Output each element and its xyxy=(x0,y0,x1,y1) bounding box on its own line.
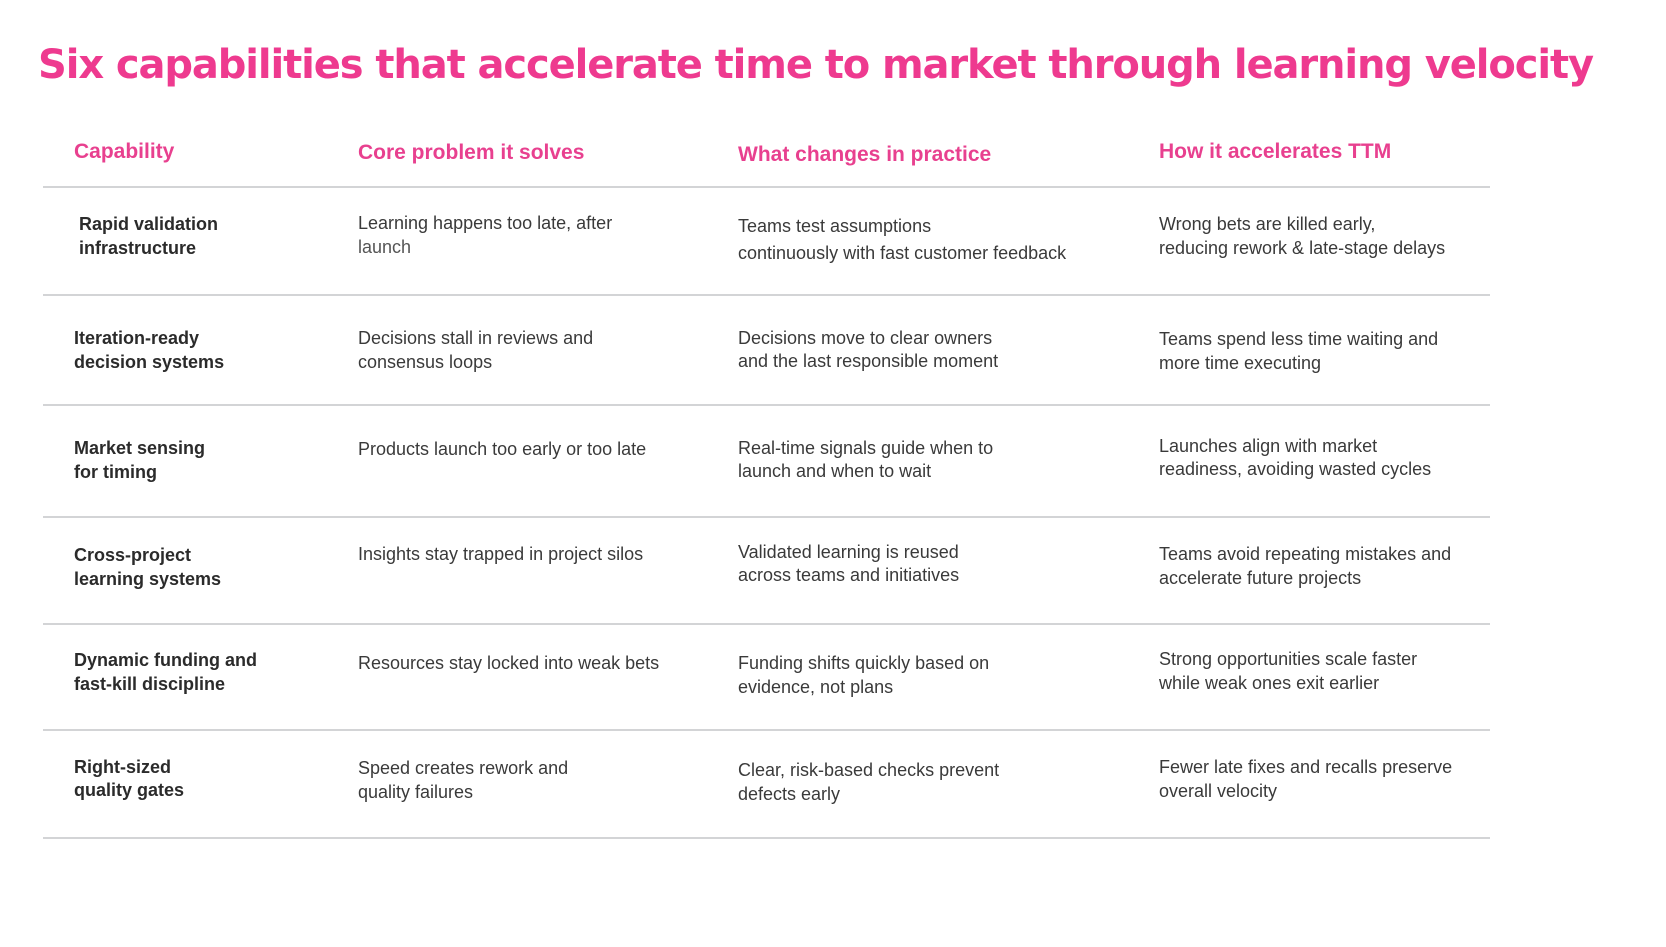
ttm-line-1: Teams spend less time waiting and xyxy=(1159,329,1439,349)
ttm-line-1: Strong opportunities scale faster xyxy=(1159,649,1418,669)
capability-line-2: fast-kill discipline xyxy=(74,674,226,694)
table-row-2-capability: Iteration-ready decision systems xyxy=(74,326,224,374)
practice-line-1: Decisions move to clear owners xyxy=(738,328,993,348)
header-divider xyxy=(43,186,1490,188)
table-row-2-ttm: Teams spend less time waiting and more t… xyxy=(1159,327,1438,375)
row-divider xyxy=(43,729,1490,731)
practice-line-2: and the last responsible moment xyxy=(738,351,999,371)
practice-line-1: Teams test assumptions xyxy=(738,216,932,236)
practice-line-2: defects early xyxy=(738,784,841,804)
practice-line-1: Real-time signals guide when to xyxy=(738,438,994,458)
capability-line-1: Dynamic funding and xyxy=(74,650,258,670)
capability-line-1: Cross-project xyxy=(74,545,192,565)
table-row-2-practice: Decisions move to clear owners and the l… xyxy=(738,327,998,373)
table-row-4-ttm: Teams avoid repeating mistakes and accel… xyxy=(1159,542,1451,590)
capability-line-2: decision systems xyxy=(74,352,225,372)
problem-line-1: Insights stay trapped in project silos xyxy=(358,544,644,564)
row-divider xyxy=(43,623,1490,625)
capability-line-1: Rapid validation xyxy=(79,214,219,234)
capability-line-2: infrastructure xyxy=(79,238,197,258)
page-title: Six capabilities that accelerate time to… xyxy=(38,42,1594,88)
table-row-4-capability: Cross-project learning systems xyxy=(74,543,221,591)
table-row-6-practice: Clear, risk-based checks prevent defects… xyxy=(738,758,999,806)
practice-line-2: evidence, not plans xyxy=(738,677,894,697)
practice-line-1: Funding shifts quickly based on xyxy=(738,653,990,673)
table-row-1-practice: Teams test assumptions continuously with… xyxy=(738,213,1066,267)
table-row-3-ttm: Launches align with market readiness, av… xyxy=(1159,435,1431,481)
column-header-core-problem: Core problem it solves xyxy=(358,141,585,164)
capability-line-2: quality gates xyxy=(74,780,185,800)
problem-line-2: quality failures xyxy=(358,782,474,802)
table-row-6-ttm: Fewer late fixes and recalls preserve ov… xyxy=(1159,755,1452,803)
row-divider xyxy=(43,516,1490,518)
table-row-5-capability: Dynamic funding and fast-kill discipline xyxy=(74,648,257,696)
capability-line-2: learning systems xyxy=(74,569,222,589)
column-header-what-changes: What changes in practice xyxy=(738,143,992,166)
ttm-line-1: Launches align with market xyxy=(1159,436,1378,456)
practice-line-2: continuously with fast customer feedback xyxy=(738,243,1067,263)
problem-line-1: Learning happens too late, after xyxy=(358,213,613,233)
ttm-line-1: Teams avoid repeating mistakes and xyxy=(1159,544,1452,564)
capability-line-1: Market sensing xyxy=(74,438,206,458)
ttm-line-2: overall velocity xyxy=(1159,781,1278,801)
problem-line-1: Decisions stall in reviews and xyxy=(358,328,594,348)
ttm-line-2: readiness, avoiding wasted cycles xyxy=(1159,459,1432,479)
table-row-1-capability: Rapid validation infrastructure xyxy=(79,212,218,260)
column-header-capability: Capability xyxy=(74,140,175,163)
table-bottom-divider xyxy=(43,837,1490,839)
table-row-6-capability: Right-sized quality gates xyxy=(74,756,184,802)
problem-line-1: Resources stay locked into weak bets xyxy=(358,653,660,673)
ttm-line-2: more time executing xyxy=(1159,353,1322,373)
practice-line-1: Validated learning is reused xyxy=(738,542,959,562)
table-row-3-capability: Market sensing for timing xyxy=(74,436,205,484)
capability-line-1: Iteration-ready xyxy=(74,328,200,348)
ttm-line-1: Fewer late fixes and recalls preserve xyxy=(1159,757,1453,777)
table-row-3-problem: Products launch too early or too late xyxy=(358,437,646,461)
table-row-5-ttm: Strong opportunities scale faster while … xyxy=(1159,647,1417,695)
table-row-5-practice: Funding shifts quickly based on evidence… xyxy=(738,651,989,699)
practice-line-2: across teams and initiatives xyxy=(738,565,960,585)
practice-line-1: Clear, risk-based checks prevent xyxy=(738,760,1000,780)
ttm-line-2: reducing rework & late-stage delays xyxy=(1159,238,1446,258)
table-row-3-practice: Real-time signals guide when to launch a… xyxy=(738,437,993,483)
problem-line-1: Products launch too early or too late xyxy=(358,439,647,459)
practice-line-2: launch and when to wait xyxy=(738,461,932,481)
capability-line-1: Right-sized xyxy=(74,757,171,777)
ttm-line-2: while weak ones exit earlier xyxy=(1159,673,1380,693)
column-header-how-accelerates: How it accelerates TTM xyxy=(1159,140,1392,163)
ttm-line-1: Wrong bets are killed early, xyxy=(1159,214,1376,234)
problem-line-2: consensus loops xyxy=(358,352,493,372)
table-row-2-problem: Decisions stall in reviews and consensus… xyxy=(358,326,593,374)
row-divider xyxy=(43,294,1490,296)
table-row-1-problem: Learning happens too late, after launch xyxy=(358,211,612,259)
ttm-line-2: accelerate future projects xyxy=(1159,568,1362,588)
table-row-1-ttm: Wrong bets are killed early, reducing re… xyxy=(1159,212,1445,260)
problem-line-1: Speed creates rework and xyxy=(358,758,569,778)
table-row-5-problem: Resources stay locked into weak bets xyxy=(358,651,659,675)
table-row-4-problem: Insights stay trapped in project silos xyxy=(358,542,643,566)
row-divider xyxy=(43,404,1490,406)
table-row-6-problem: Speed creates rework and quality failure… xyxy=(358,756,568,804)
capability-line-2: for timing xyxy=(74,462,157,482)
problem-line-2: launch xyxy=(358,237,412,257)
table-row-4-practice: Validated learning is reused across team… xyxy=(738,541,959,587)
